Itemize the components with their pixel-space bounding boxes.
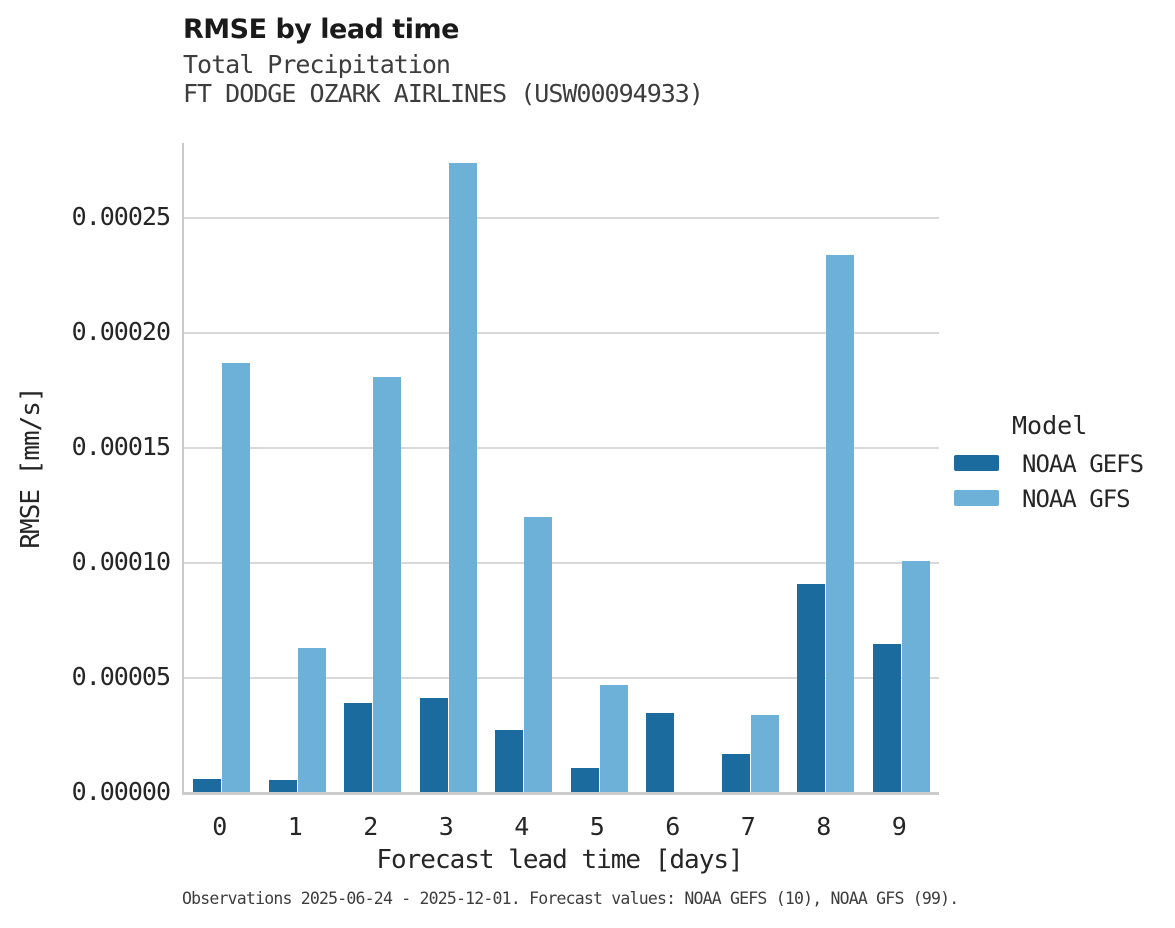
bar-noaa-gefs-day-5 xyxy=(570,767,599,793)
bar-noaa-gfs-day-3 xyxy=(448,162,477,793)
chart-title: RMSE by lead time xyxy=(183,14,459,45)
bar-noaa-gefs-day-2 xyxy=(344,703,373,793)
legend-title: Model xyxy=(1012,411,1088,440)
x-tick-label-7: 7 xyxy=(740,812,756,841)
bar-noaa-gefs-day-3 xyxy=(419,697,448,793)
x-tick-label-1: 1 xyxy=(287,812,303,841)
gridline-0.00025 xyxy=(184,216,939,219)
bar-noaa-gfs-day-7 xyxy=(750,714,779,793)
x-tick-label-5: 5 xyxy=(589,812,605,841)
x-tick-label-4: 4 xyxy=(514,812,530,841)
bar-noaa-gefs-day-8 xyxy=(797,583,826,793)
chart-subtitle-station: FT DODGE OZARK AIRLINES (USW00094933) xyxy=(183,79,704,108)
caption-text: Observations 2025-06-24 - 2025-12-01. Fo… xyxy=(182,889,959,908)
y-tick-label-0.00010: 0.00010 xyxy=(71,546,171,576)
x-tick-label-8: 8 xyxy=(816,812,832,841)
bar-noaa-gfs-day-2 xyxy=(373,376,402,793)
y-tick-label-0.00020: 0.00020 xyxy=(71,316,171,346)
gridline-0.00015 xyxy=(184,446,939,449)
legend-label-noaa-gefs: NOAA GEFS xyxy=(1022,450,1144,478)
x-tick-label-3: 3 xyxy=(438,812,454,841)
gridline-0.00010 xyxy=(184,561,939,564)
x-axis-label: Forecast lead time [days] xyxy=(376,845,743,875)
legend-swatch-noaa-gefs xyxy=(954,455,999,471)
plot-area xyxy=(182,143,939,795)
bar-noaa-gfs-day-9 xyxy=(901,560,930,793)
bar-noaa-gefs-day-4 xyxy=(495,729,524,793)
y-tick-label-0.00005: 0.00005 xyxy=(71,661,171,691)
bar-noaa-gefs-day-9 xyxy=(872,643,901,793)
x-tick-label-0: 0 xyxy=(212,812,228,841)
y-tick-label-0.00015: 0.00015 xyxy=(71,431,171,461)
y-tick-label-0.00025: 0.00025 xyxy=(71,201,171,231)
gridline-0.00005 xyxy=(184,676,939,679)
y-axis-label: RMSE [mm/s] xyxy=(16,387,46,549)
y-tick-label-0.00000: 0.00000 xyxy=(71,777,171,806)
gridline-0.00020 xyxy=(184,331,939,334)
bar-noaa-gefs-day-7 xyxy=(721,753,750,793)
bar-noaa-gefs-day-1 xyxy=(268,780,297,793)
bar-noaa-gfs-day-4 xyxy=(524,517,553,793)
x-tick-label-2: 2 xyxy=(363,812,379,841)
x-axis-line xyxy=(182,792,939,795)
bar-noaa-gfs-day-8 xyxy=(826,254,855,793)
x-tick-label-6: 6 xyxy=(665,812,681,841)
x-tick-label-9: 9 xyxy=(891,812,907,841)
legend-label-noaa-gfs: NOAA GFS xyxy=(1022,485,1131,513)
legend-swatch-noaa-gfs xyxy=(954,490,999,506)
chart-subtitle-variable: Total Precipitation xyxy=(183,50,451,79)
bar-noaa-gfs-day-0 xyxy=(222,362,251,793)
bar-noaa-gefs-day-6 xyxy=(646,712,675,793)
bar-noaa-gfs-day-1 xyxy=(297,648,326,793)
bar-noaa-gefs-day-0 xyxy=(193,779,222,793)
bar-noaa-gfs-day-5 xyxy=(599,684,628,793)
